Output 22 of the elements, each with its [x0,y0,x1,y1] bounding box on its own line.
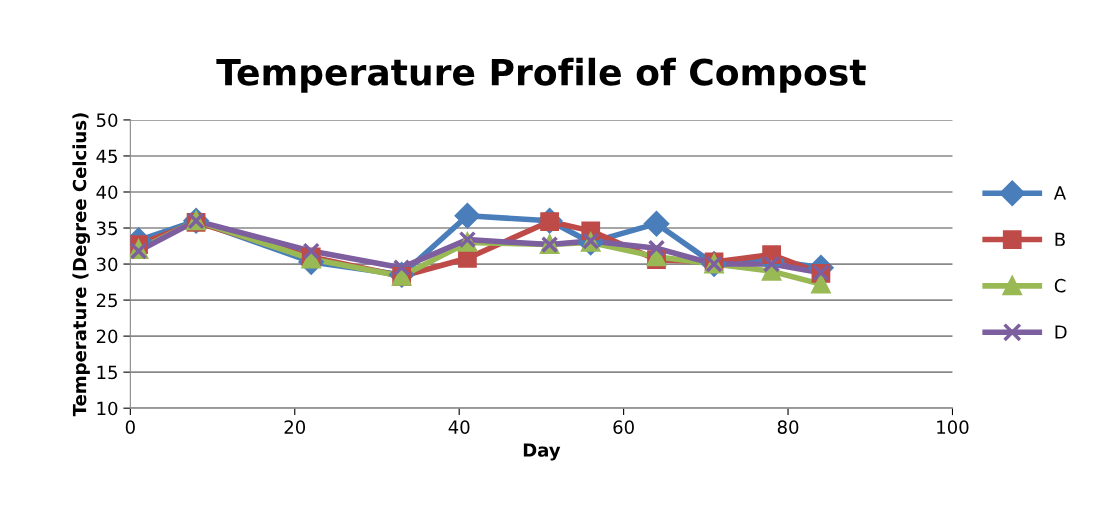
legend-label: C [1054,278,1066,293]
x-tick-label: 0 [125,420,135,434]
y-tick-label: 35 [96,221,117,236]
x-tick-label: 100 [937,420,969,434]
x-tick-label: 40 [448,420,470,434]
chart-title: Temperature Profile of Compost [216,57,866,93]
y-tick-label: 40 [96,185,118,200]
legend-label: D [1055,325,1067,339]
y-tick-label: 10 [97,401,118,416]
x-tick-label: 60 [613,420,634,434]
x-axis-title: Day [523,443,561,461]
y-tick-label: 30 [96,257,118,272]
y-tick-label: 15 [97,365,117,380]
y-tick-label: 50 [96,113,118,128]
legend-label: A [1053,186,1066,200]
y-tick-label: 25 [96,293,117,308]
x-tick-label: 80 [777,420,799,434]
y-axis-title: Temperature (Degree Celcius) [72,113,90,417]
x-tick-label: 20 [284,420,306,434]
legend-label: B [1055,232,1065,246]
y-tick-label: 20 [96,329,118,344]
y-tick-label: 45 [96,149,117,164]
